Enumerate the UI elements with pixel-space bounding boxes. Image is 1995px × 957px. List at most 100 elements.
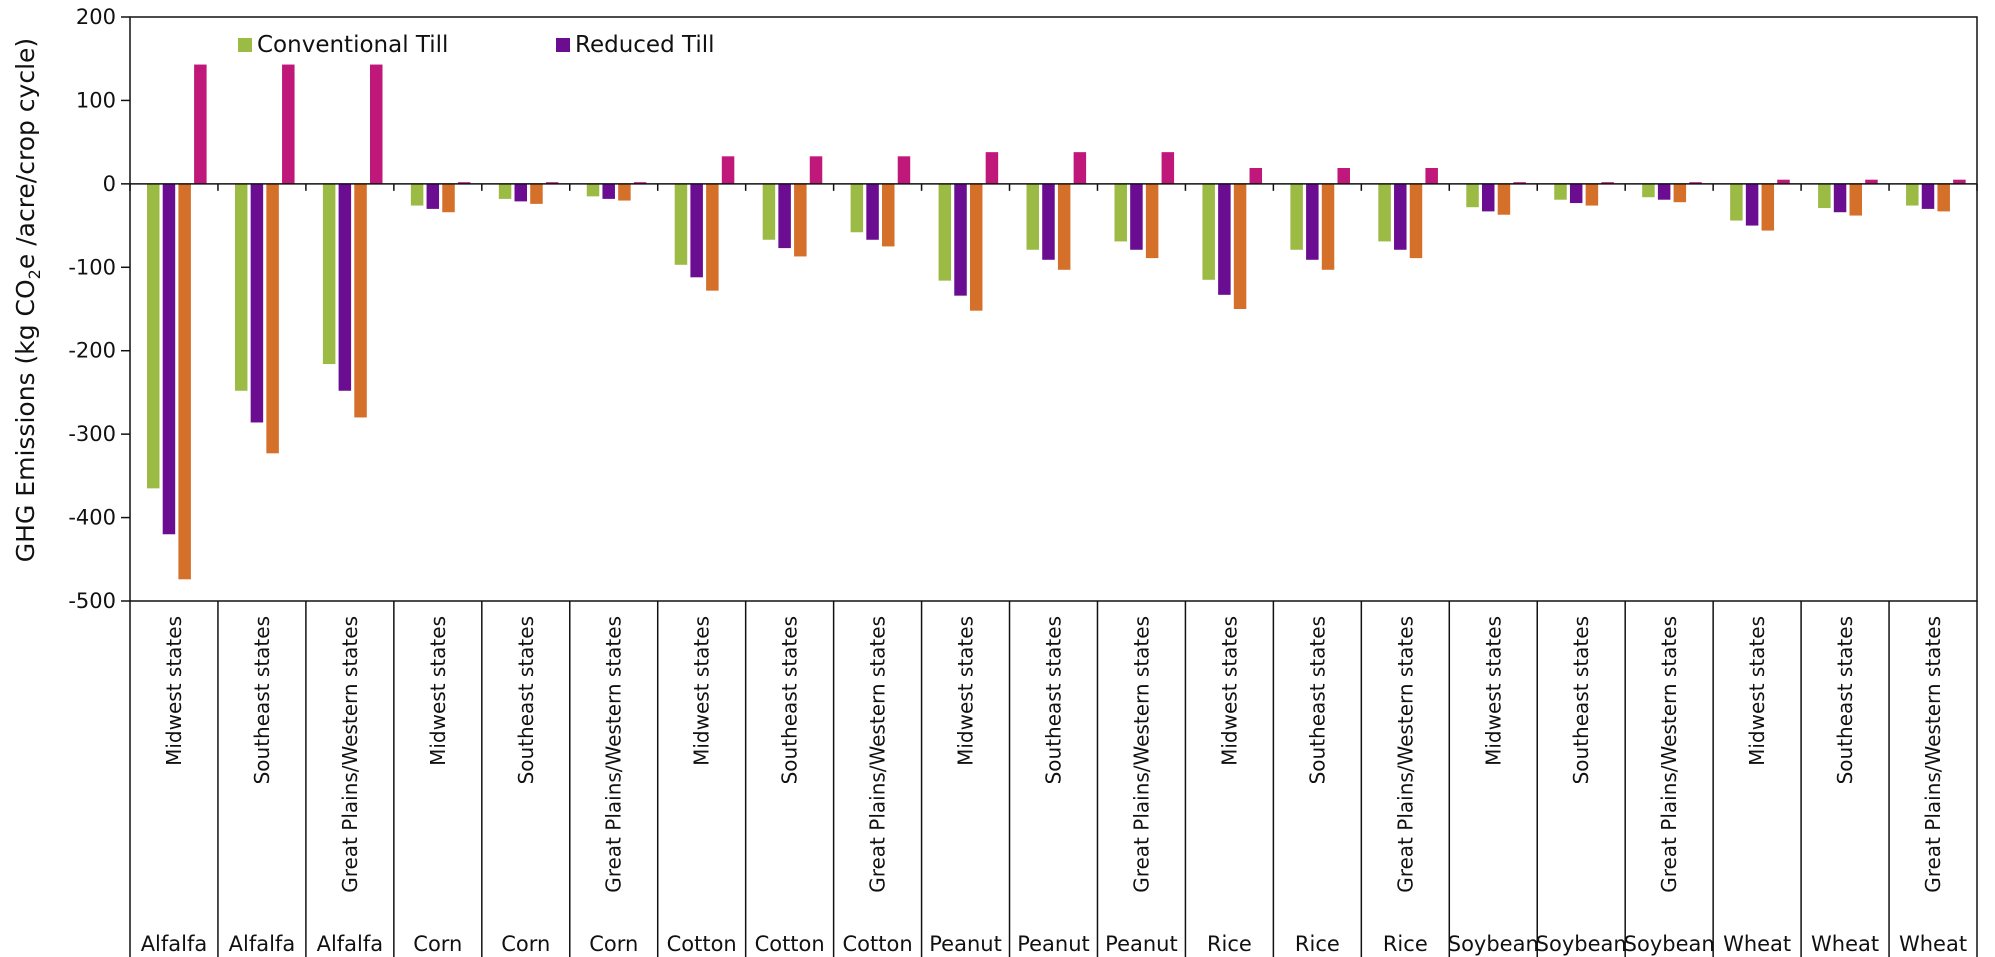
bar <box>1321 183 1335 270</box>
bar <box>1601 182 1614 184</box>
x-crop-label: Corn <box>413 932 462 956</box>
bar <box>618 183 631 201</box>
x-crop-label: Cotton <box>843 932 913 956</box>
bar <box>1378 183 1391 242</box>
x-region-label: Great Plains/Western states <box>1657 616 1681 893</box>
bar <box>586 183 600 197</box>
bar <box>266 183 279 454</box>
bar <box>1409 183 1423 259</box>
bar <box>1337 168 1350 184</box>
bar <box>1730 183 1743 221</box>
bar <box>882 183 895 247</box>
x-crop-label: Soybean <box>1624 932 1715 956</box>
bar <box>426 183 440 209</box>
x-crop-label: Rice <box>1383 932 1428 956</box>
bar <box>282 64 295 184</box>
y-tick-label: -100 <box>68 255 116 279</box>
y-tick-label: -500 <box>68 589 116 613</box>
bar <box>1921 183 1935 209</box>
x-region-label: Midwest states <box>1745 616 1769 766</box>
bar <box>234 183 248 391</box>
x-region-label: Midwest states <box>690 616 714 766</box>
x-region-label: Midwest states <box>162 616 186 766</box>
bar <box>1161 152 1175 184</box>
x-crop-label: Alfalfa <box>141 932 208 956</box>
bar <box>457 182 471 184</box>
x-crop-label: Corn <box>501 932 550 956</box>
x-region-label: Southeast states <box>1042 616 1066 784</box>
y-axis-title: GHG Emissions (kg CO2e /acre/crop cycle) <box>11 38 44 562</box>
bar <box>545 182 559 184</box>
x-crop-label: Peanut <box>1105 932 1178 956</box>
bar <box>1026 183 1040 250</box>
bar <box>530 183 543 204</box>
bar <box>1761 183 1775 231</box>
bar <box>194 64 207 184</box>
bar <box>1745 183 1759 226</box>
plot-border <box>129 16 1978 602</box>
y-tick-label: -300 <box>68 422 116 446</box>
bar <box>498 183 512 199</box>
bar <box>178 183 191 580</box>
bar <box>1849 183 1862 216</box>
bar <box>1057 183 1071 270</box>
bar <box>338 183 352 391</box>
bar <box>1833 183 1847 213</box>
bar <box>1554 183 1567 200</box>
bar <box>794 183 807 257</box>
bar <box>514 183 528 202</box>
x-region-label: Great Plains/Western states <box>1393 616 1417 893</box>
bar <box>370 64 383 184</box>
bar <box>690 183 703 278</box>
bar <box>147 183 160 489</box>
bar <box>1585 183 1599 206</box>
bar <box>442 183 455 213</box>
x-region-label: Midwest states <box>426 616 450 766</box>
bar <box>850 183 864 233</box>
y-tick-label: -200 <box>68 339 116 363</box>
bar <box>1249 168 1263 184</box>
bar <box>1937 183 1950 212</box>
bar <box>721 156 735 184</box>
y-axis-label: GHG Emissions (kg CO2e /acre/crop cycle) <box>11 38 44 562</box>
bar <box>250 183 264 423</box>
x-region-label: Southeast states <box>1305 616 1329 784</box>
x-crop-label: Corn <box>589 932 638 956</box>
x-crop-label: Cotton <box>755 932 825 956</box>
y-tick-label: 100 <box>76 88 116 112</box>
bar <box>1425 168 1438 184</box>
x-region-label: Great Plains/Western states <box>602 616 626 893</box>
bar <box>1114 183 1127 242</box>
bar <box>1906 183 1919 206</box>
bar <box>602 183 615 199</box>
bar <box>1673 183 1687 203</box>
bar <box>1865 179 1878 184</box>
x-region-label: Southeast states <box>778 616 802 784</box>
bar <box>938 183 952 281</box>
y-tick-label: 200 <box>76 5 116 29</box>
bar <box>985 152 999 184</box>
bar <box>809 156 823 184</box>
x-region-label: Great Plains/Western states <box>866 616 890 893</box>
legend-label: Reduced Till <box>575 32 715 58</box>
bar <box>1569 183 1583 204</box>
bar <box>1042 183 1055 260</box>
x-region-label: Midwest states <box>1481 616 1505 766</box>
bar <box>322 183 336 365</box>
x-region-label: Great Plains/Western states <box>1129 616 1153 893</box>
bar <box>1290 183 1303 250</box>
x-region-label: Southeast states <box>1833 616 1857 784</box>
x-region-label: Great Plains/Western states <box>338 616 362 893</box>
bar <box>778 183 791 249</box>
bar <box>1818 183 1831 209</box>
bar <box>1202 183 1215 280</box>
bar <box>1306 183 1319 260</box>
x-region-label: Southeast states <box>514 616 538 784</box>
x-crop-label: Rice <box>1207 932 1252 956</box>
y-axis-label-rest: e /acre/crop cycle) <box>11 38 40 269</box>
x-crop-label: Peanut <box>1017 932 1090 956</box>
y-tick-label: 0 <box>103 172 116 196</box>
bars <box>147 64 1966 580</box>
x-crop-label: Alfalfa <box>317 932 384 956</box>
